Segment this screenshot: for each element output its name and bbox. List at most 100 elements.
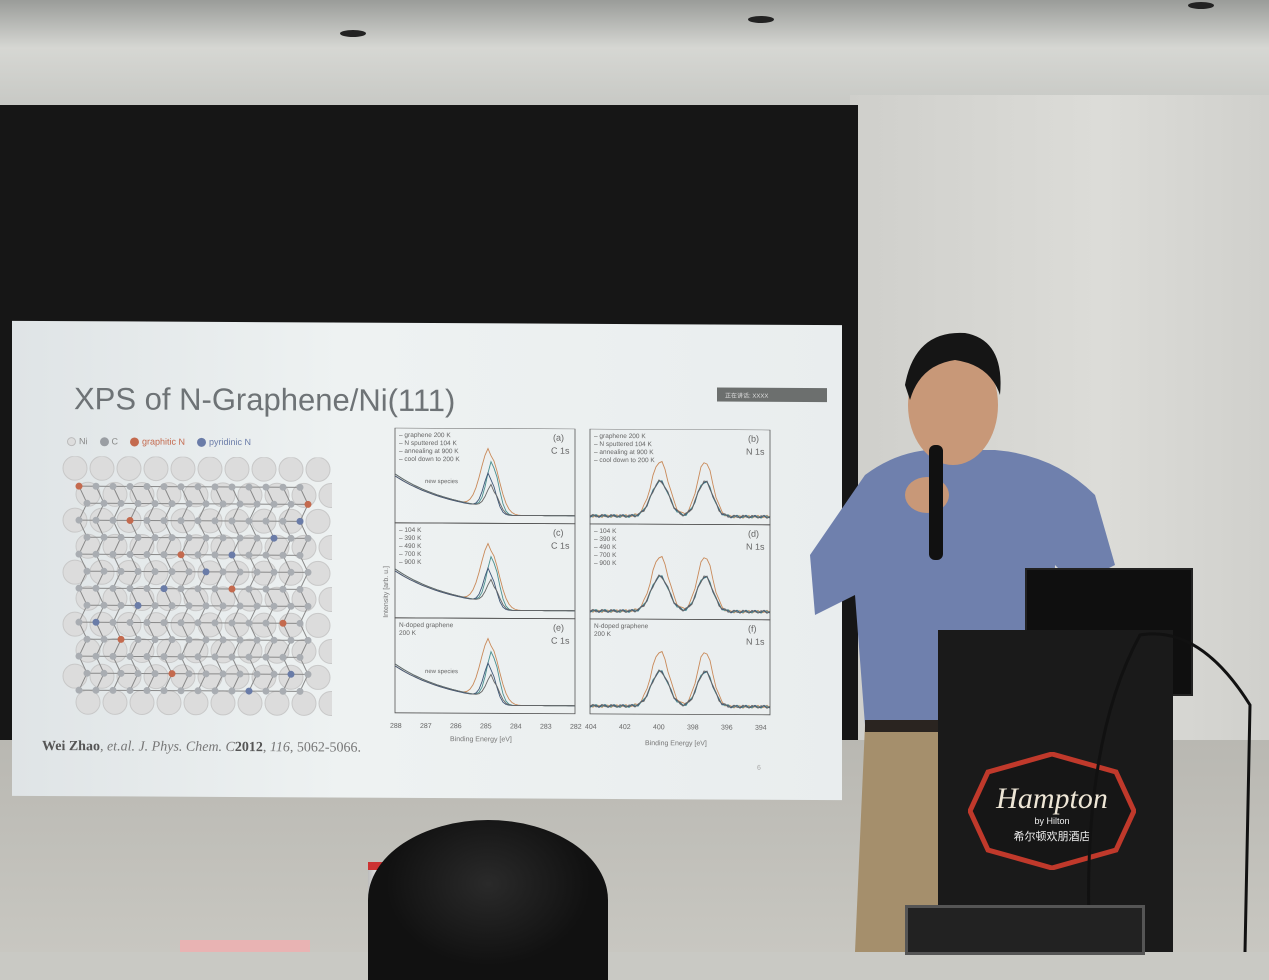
x-tick-label: 400 [653, 724, 665, 731]
x-tick-label: 402 [619, 724, 631, 731]
spectrum-curve [590, 461, 770, 518]
legend-ni: Ni [67, 436, 88, 446]
x-tick-label: 394 [755, 725, 767, 732]
x-tick-label: 284 [510, 723, 522, 730]
panel-core-level: N 1s [746, 637, 765, 647]
slide-page-number: 6 [757, 765, 761, 772]
ceiling-light [340, 30, 366, 37]
audience-item [180, 940, 310, 952]
graphitic-n-icon [130, 438, 139, 447]
y-axis-label: Intensity [arb. u.] [383, 566, 390, 618]
panel-core-level: C 1s [551, 636, 570, 646]
panel-legend-entry: – N sputtered 104 K [594, 441, 652, 448]
panel-annotation: new species [425, 479, 458, 485]
panel-annotation: new species [425, 669, 458, 675]
panel-legend-entry: – cool down to 200 K [594, 457, 655, 464]
panel-legend-entry: – 900 K [594, 560, 617, 567]
pyridinic-n-icon [197, 438, 206, 447]
panel-legend-entry: – 490 K [594, 544, 617, 551]
panel-core-level: C 1s [551, 541, 570, 551]
panel-legend-entry: – annealing at 900 K [399, 448, 459, 455]
microphone-icon [929, 445, 943, 560]
panel-tag: (a) [553, 433, 564, 443]
legend-label: Ni [79, 436, 88, 446]
panel-legend-entry: 200 K [399, 630, 417, 637]
logo-chinese: 希尔顿欢朋酒店 [1014, 829, 1091, 843]
panel-legend-entry: – annealing at 900 K [594, 449, 654, 456]
xps-panel: (c)C 1s– 104 K– 390 K– 490 K– 700 K– 900… [395, 523, 575, 619]
ni-atom-icon [67, 437, 76, 446]
spectrum-curve [590, 575, 770, 613]
ceiling-light [748, 16, 774, 23]
citation-year: 2012 [235, 740, 263, 755]
citation: Wei Zhao, et.al. J. Phys. Chem. C2012, 1… [42, 739, 361, 757]
legend-graphitic-n: graphitic N [130, 436, 185, 446]
x-tick-label: 287 [420, 723, 432, 730]
xps-figure: Intensity [arb. u.] (a) C 1s – graphene 20… [380, 428, 780, 750]
x-axis-label-right: Binding Energy [eV] [645, 740, 707, 747]
slide: XPS of N-Graphene/Ni(111) 正在讲话: XXXX Ni … [12, 321, 842, 800]
panel-legend-entry: N-doped graphene [399, 622, 454, 629]
panel-legend-entry: – 700 K [399, 551, 422, 558]
panel-legend-entry: – N sputtered 104 K [399, 440, 457, 447]
legend-label: pyridinic N [209, 437, 251, 447]
panel-legend-entry: – 900 K [399, 559, 422, 566]
audience-head [368, 820, 608, 980]
panel-tag: (f) [748, 624, 756, 634]
xps-panel: (d) N 1s – 104 K– 390 K– 490 K– 700 K– 900… [590, 524, 770, 620]
panel-legend-entry: – 390 K [594, 536, 617, 543]
panel-legend-entry: – cool down to 200 K [399, 456, 460, 463]
x-tick-label: 398 [687, 724, 699, 731]
x-tick-label: 282 [570, 724, 582, 731]
panel-legend-entry: 200 K [594, 631, 612, 638]
citation-journal: , et.al. J. Phys. Chem. C [100, 739, 235, 755]
legend-label: C [112, 436, 119, 446]
spectrum-curve [395, 473, 575, 516]
x-axis-label-left: Binding Energy [eV] [450, 736, 512, 743]
spectrum-curve [590, 480, 770, 518]
x-tick-label: 288 [390, 723, 402, 730]
panel-legend-entry: – 700 K [594, 552, 617, 559]
xps-panel: (b) N 1s – graphene 200 K– N sputtered 104… [590, 429, 770, 525]
x-tick-label: 283 [540, 724, 552, 731]
xps-panel: (a) C 1s – graphene 200 K– N sputtered 104… [395, 428, 575, 524]
logo-sub: by Hilton [1034, 816, 1069, 826]
legend-pyridinic-n: pyridinic N [197, 437, 251, 447]
spectrum-curve [590, 651, 770, 708]
microphone-cable [1080, 625, 1260, 952]
projection-screen: XPS of N-Graphene/Ni(111) 正在讲话: XXXX Ni … [0, 105, 858, 740]
panel-core-level: N 1s [746, 447, 765, 457]
panel-legend-entry: – graphene 200 K [399, 432, 451, 439]
citation-pages: , 5062-5066. [290, 740, 361, 755]
panel-tag: (d) [748, 529, 759, 539]
x-tick-label: 285 [480, 723, 492, 730]
audience-laptop [905, 905, 1145, 955]
structure-legend: Ni C graphitic N pyridinic N [67, 436, 251, 447]
spectrum-curve [590, 556, 770, 613]
citation-authors: Wei Zhao [42, 739, 100, 754]
panel-tag: (c) [553, 528, 563, 538]
x-tick-label: 404 [585, 724, 597, 731]
panel-core-level: C 1s [551, 446, 570, 456]
panel-core-level: N 1s [746, 542, 765, 552]
panel-tag: (e) [553, 623, 564, 633]
c-atom-icon [100, 437, 109, 446]
panel-legend-entry: – 104 K [594, 528, 617, 535]
ceiling-light [1188, 2, 1214, 9]
panel-legend-entry: – graphene 200 K [594, 433, 646, 440]
panel-tag: (b) [748, 434, 759, 444]
panel-legend-entry: – 104 K [399, 527, 422, 534]
panel-legend-entry: – 490 K [399, 543, 422, 550]
legend-c: C [100, 436, 119, 446]
legend-label: graphitic N [142, 437, 185, 447]
x-tick-label: 396 [721, 725, 733, 732]
citation-volume: 116 [270, 740, 290, 755]
spectrum-curve [395, 663, 575, 706]
x-tick-label: 286 [450, 723, 462, 730]
graphene-lattice-illustration [57, 456, 332, 717]
spectrum-curve [590, 670, 770, 708]
slide-title: XPS of N-Graphene/Ni(111) [74, 381, 455, 419]
spectrum-curve [395, 568, 575, 611]
